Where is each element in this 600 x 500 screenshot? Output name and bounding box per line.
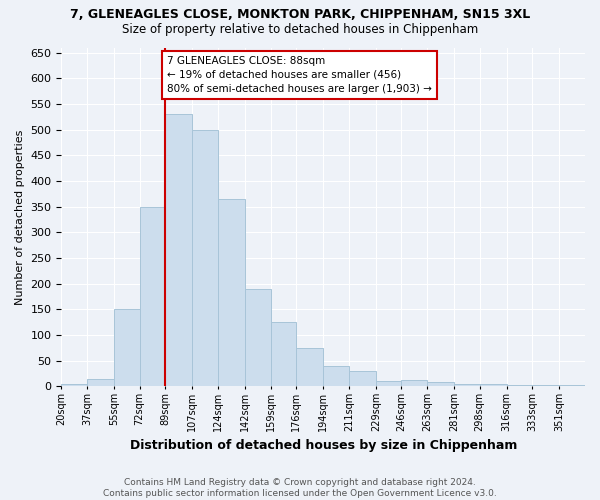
Bar [376, 381, 401, 386]
Bar [349, 371, 376, 386]
Text: Contains HM Land Registry data © Crown copyright and database right 2024.
Contai: Contains HM Land Registry data © Crown c… [103, 478, 497, 498]
Text: 7, GLENEAGLES CLOSE, MONKTON PARK, CHIPPENHAM, SN15 3XL: 7, GLENEAGLES CLOSE, MONKTON PARK, CHIPP… [70, 8, 530, 20]
Text: Size of property relative to detached houses in Chippenham: Size of property relative to detached ho… [122, 22, 478, 36]
Bar [271, 322, 296, 386]
Bar [140, 206, 165, 386]
Bar [218, 199, 245, 386]
Bar [193, 130, 218, 386]
Y-axis label: Number of detached properties: Number of detached properties [15, 129, 25, 304]
Bar [401, 380, 427, 386]
Bar [454, 384, 479, 386]
Bar [427, 382, 454, 386]
Text: 7 GLENEAGLES CLOSE: 88sqm
← 19% of detached houses are smaller (456)
80% of semi: 7 GLENEAGLES CLOSE: 88sqm ← 19% of detac… [167, 56, 431, 94]
Bar [114, 310, 140, 386]
Bar [559, 385, 585, 386]
Bar [323, 366, 349, 386]
Bar [87, 378, 114, 386]
Bar [532, 384, 559, 386]
X-axis label: Distribution of detached houses by size in Chippenham: Distribution of detached houses by size … [130, 440, 517, 452]
Bar [165, 114, 193, 386]
Bar [479, 384, 507, 386]
Bar [61, 384, 87, 386]
Bar [507, 384, 532, 386]
Bar [296, 348, 323, 386]
Bar [245, 288, 271, 386]
